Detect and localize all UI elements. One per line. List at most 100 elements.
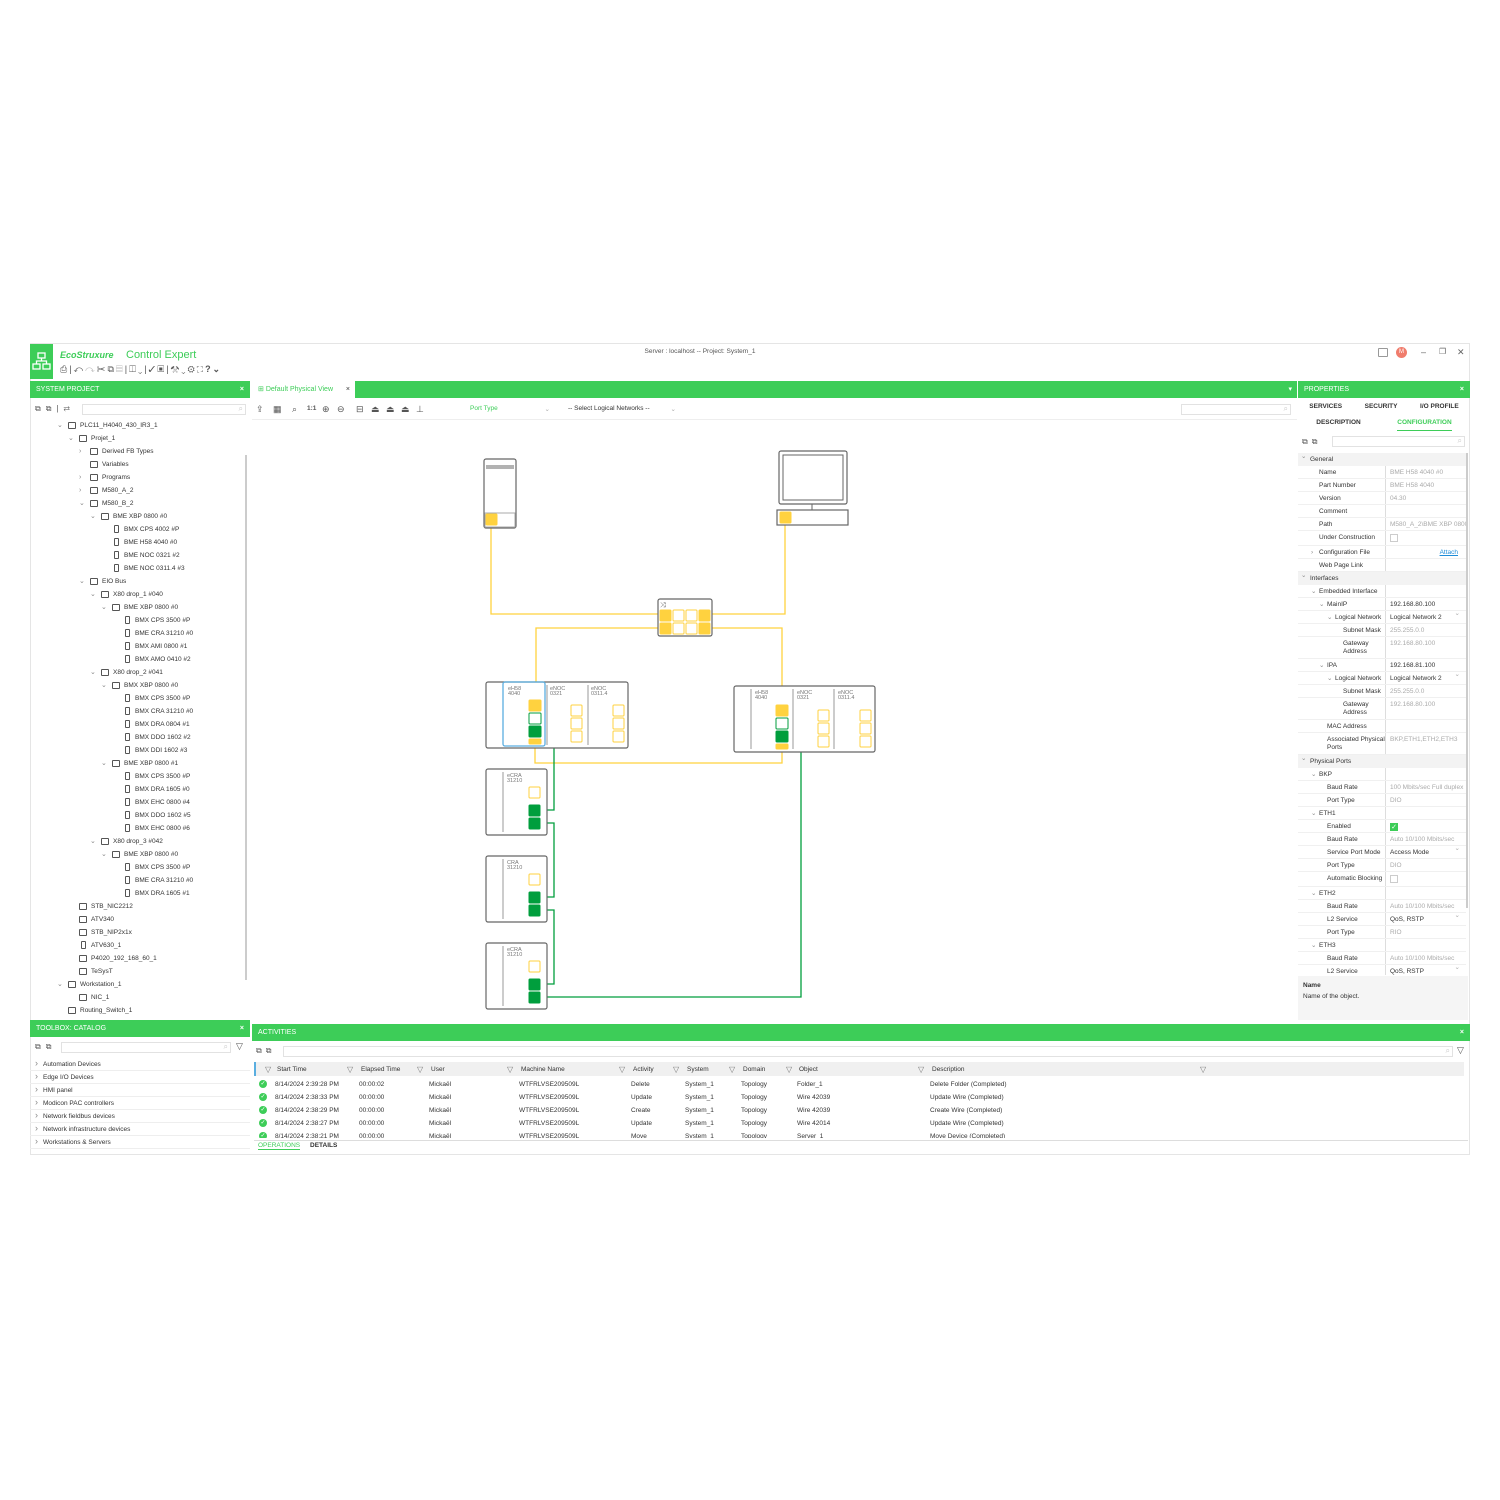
- chevron-down-icon[interactable]: ⌄: [101, 760, 107, 767]
- server-device[interactable]: [483, 458, 517, 529]
- property-checkbox[interactable]: [1390, 875, 1398, 883]
- tree-item[interactable]: BMX AMI 0800 #1: [30, 640, 245, 653]
- sync-icon[interactable]: ⇄: [63, 404, 75, 413]
- table-row[interactable]: ✓ 8/14/2024 2:39:28 PM 00:00:02 Mickaël WTFR…: [256, 1078, 1464, 1091]
- collapse-all-icon[interactable]: ⧉: [35, 1042, 46, 1051]
- property-dropdown[interactable]: Logical Network 2: [1386, 611, 1466, 623]
- chevron-down-icon[interactable]: ⌄: [90, 838, 96, 845]
- copy-icon[interactable]: ⧉: [107, 364, 116, 374]
- collapse-all-icon[interactable]: ⧉: [256, 1046, 266, 1055]
- chevron-down-icon[interactable]: ⌄: [101, 604, 107, 611]
- close-panel-icon[interactable]: ×: [239, 386, 244, 393]
- property-value-text[interactable]: Logical Network 2: [1390, 614, 1442, 621]
- tree-item[interactable]: ⌄ X80 drop_1 #040: [30, 588, 245, 601]
- props-search-input[interactable]: ⌕: [1332, 436, 1465, 447]
- close-panel-icon[interactable]: ×: [239, 1025, 244, 1032]
- logical-networks-dropdown[interactable]: -- Select Logical Networks -- ⌄: [568, 405, 678, 413]
- chevron-down-icon[interactable]: ⌄: [79, 578, 85, 585]
- catalog-item[interactable]: Network fieldbus devices: [30, 1109, 250, 1123]
- redo-icon[interactable]: ↷: [85, 364, 97, 374]
- tab-overflow-icon[interactable]: ▾: [1288, 386, 1292, 393]
- tree-item[interactable]: BME CRA 31210 #0: [30, 627, 245, 640]
- expand-all-icon[interactable]: ⧉: [265, 1046, 276, 1055]
- tree-item[interactable]: BMX DDI 1602 #3: [30, 744, 245, 757]
- chevron-down-icon[interactable]: ⌄: [1327, 675, 1333, 682]
- tree-item[interactable]: BMX DRA 0804 #1: [30, 718, 245, 731]
- chevron-down-icon[interactable]: ⌄: [79, 500, 85, 507]
- chevron-right-icon[interactable]: ›: [1311, 549, 1314, 556]
- tree-item[interactable]: ⌄ BME XBP 0800 #0: [30, 510, 245, 523]
- validate-icon[interactable]: ✓: [148, 364, 158, 374]
- catalog-item[interactable]: Edge I/O Devices: [30, 1070, 250, 1084]
- column-filter-icon[interactable]: ▽: [786, 1065, 793, 1074]
- props-tab[interactable]: I/O PROFILE: [1420, 403, 1459, 410]
- tree-item[interactable]: P4020_192_168_60_1: [30, 952, 245, 965]
- tree-item[interactable]: BMX DDO 1602 #5: [30, 809, 245, 822]
- column-header[interactable]: Machine Name: [521, 1066, 565, 1073]
- tree-item[interactable]: BMX CPS 3500 #P: [30, 614, 245, 627]
- column-filter-icon[interactable]: ▽: [918, 1065, 925, 1074]
- tree-item[interactable]: BMX CPS 3500 #P: [30, 692, 245, 705]
- help-icon[interactable]: ?⌄: [205, 364, 223, 374]
- column-header[interactable]: Elapsed Time: [361, 1066, 401, 1073]
- tree-search-input[interactable]: ⌕: [82, 404, 246, 415]
- tree-item[interactable]: › Programs: [30, 471, 245, 484]
- chevron-down-icon[interactable]: ⌄: [1319, 601, 1325, 608]
- tree-item[interactable]: BME NOC 0321 #2: [30, 549, 245, 562]
- tree-item[interactable]: STB_NIC2212: [30, 900, 245, 913]
- tree-item[interactable]: › Derived FB Types: [30, 445, 245, 458]
- expand-all-icon[interactable]: ⧉: [1311, 437, 1322, 446]
- chevron-down-icon[interactable]: ⌄: [1311, 588, 1317, 595]
- tree-scrollbar[interactable]: [245, 455, 247, 980]
- export-icon[interactable]: ⇪: [256, 404, 264, 414]
- plc-rack[interactable]: [485, 681, 629, 749]
- chevron-down-icon[interactable]: ⌄: [90, 591, 96, 598]
- catalog-item[interactable]: Modicon PAC controllers: [30, 1096, 250, 1110]
- layout-icon[interactable]: ◫⌄: [129, 364, 145, 374]
- chevron-down-icon[interactable]: ⌄: [1327, 614, 1333, 621]
- paste-icon[interactable]: ▤: [115, 364, 125, 374]
- tree-item[interactable]: ⌄ BME XBP 0800 #0: [30, 848, 245, 861]
- property-checkbox[interactable]: ✓: [1390, 823, 1398, 831]
- chat-icon[interactable]: [1378, 348, 1388, 357]
- tree-item[interactable]: Routing_Switch_1: [30, 1004, 245, 1017]
- grid-icon[interactable]: ▦: [273, 404, 282, 414]
- column-filter-icon[interactable]: ▽: [507, 1065, 514, 1074]
- props-scrollbar[interactable]: [1466, 453, 1468, 908]
- tree-item[interactable]: ⌄ BME XBP 0800 #1: [30, 757, 245, 770]
- tree-item[interactable]: BMX DRA 1605 #1: [30, 887, 245, 900]
- tree-item[interactable]: BMX DDO 1602 #2: [30, 731, 245, 744]
- zoom-100-button[interactable]: 1:1: [307, 405, 317, 412]
- column-filter-icon[interactable]: ▽: [265, 1065, 272, 1074]
- catalog-item[interactable]: Network infrastructure devices: [30, 1122, 250, 1136]
- chevron-down-icon[interactable]: ⌄: [1311, 942, 1317, 949]
- build-icon[interactable]: ▣: [157, 364, 167, 374]
- column-filter-icon[interactable]: ▽: [347, 1065, 354, 1074]
- port-type-dropdown[interactable]: Port Type ⌄: [470, 405, 552, 413]
- props-section[interactable]: General: [1298, 453, 1466, 466]
- tree-item[interactable]: BMX EHC 0800 #6: [30, 822, 245, 835]
- zoom-in-icon[interactable]: ⊕: [322, 404, 330, 414]
- align-bottom-icon[interactable]: ⏏: [371, 404, 380, 414]
- column-filter-icon[interactable]: ▽: [417, 1065, 424, 1074]
- tree-item[interactable]: BMX CPS 3500 #P: [30, 861, 245, 874]
- chevron-down-icon[interactable]: ⌄: [1311, 771, 1317, 778]
- tree-item[interactable]: STB_NIP2x1x: [30, 926, 245, 939]
- chevron-down-icon[interactable]: ⌄: [1311, 810, 1317, 817]
- chevron-down-icon[interactable]: ⌄: [101, 851, 107, 858]
- chevron-down-icon[interactable]: ⌄: [101, 682, 107, 689]
- column-header[interactable]: User: [431, 1066, 445, 1073]
- table-row[interactable]: ✓ 8/14/2024 2:38:27 PM 00:00:00 Mickaël WTFR…: [256, 1117, 1464, 1130]
- property-dropdown[interactable]: Logical Network 2: [1386, 672, 1466, 684]
- column-header[interactable]: Activity: [633, 1066, 654, 1073]
- property-value-text[interactable]: QoS, RSTP: [1390, 968, 1424, 975]
- props-tab[interactable]: SECURITY: [1364, 403, 1398, 410]
- expand-all-icon[interactable]: ⧉: [45, 404, 57, 413]
- workstation-monitor[interactable]: [778, 450, 848, 505]
- expand-all-icon[interactable]: ⧉: [45, 1042, 57, 1051]
- tree-item[interactable]: ⌄ BMX XBP 0800 #0: [30, 679, 245, 692]
- align-top-icon[interactable]: ⊟: [356, 404, 364, 414]
- zoom-fit-icon[interactable]: ⌕: [292, 404, 298, 414]
- tree-item[interactable]: ⌄ X80 drop_3 #042: [30, 835, 245, 848]
